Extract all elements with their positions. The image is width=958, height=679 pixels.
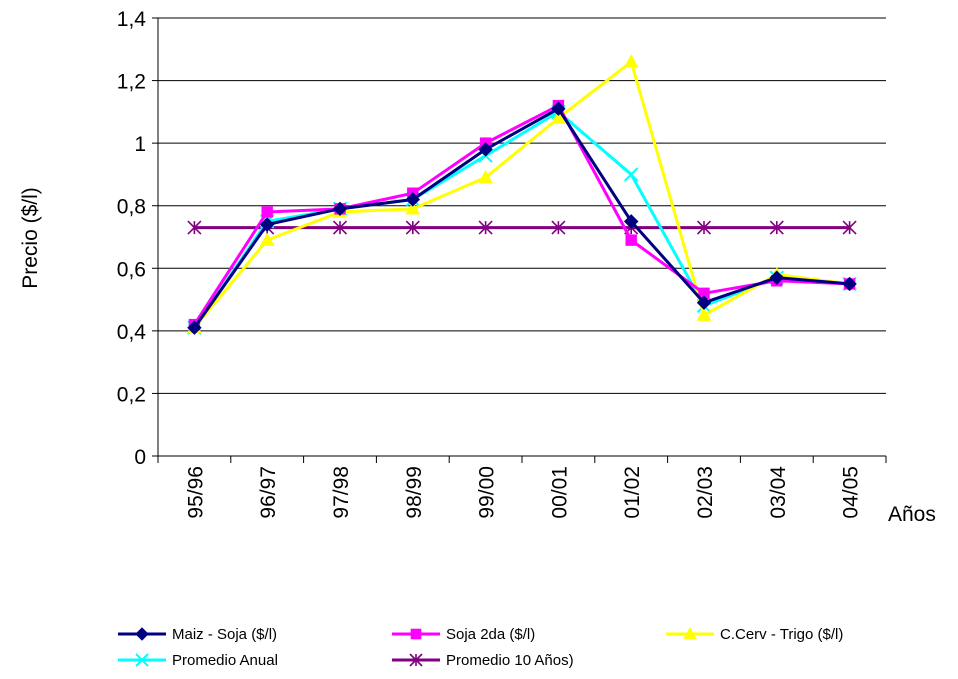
y-tick-label: 0,6 [117, 258, 146, 281]
data-point [478, 142, 493, 157]
data-point [623, 54, 639, 68]
x-tick-label: 99/00 [476, 466, 499, 519]
x-tick-label: 97/98 [330, 466, 353, 519]
y-tick-label: 0,2 [117, 383, 146, 406]
data-point [625, 234, 637, 246]
y-tick-label: 1,2 [117, 71, 146, 94]
series-0 [187, 101, 857, 335]
data-point [623, 214, 639, 229]
series-2 [187, 54, 857, 334]
data-point [187, 320, 202, 335]
x-tick-label: 00/01 [548, 466, 571, 519]
x-tick-label: 03/04 [767, 466, 790, 519]
x-tick-label: 98/99 [403, 466, 426, 519]
x-tick-label: 04/05 [840, 466, 863, 519]
data-point [187, 220, 202, 235]
data-point [623, 167, 639, 182]
data-point [259, 217, 275, 232]
data-point [696, 220, 712, 235]
data-point [842, 276, 857, 292]
x-axis-label: Años [888, 503, 936, 526]
axes [152, 17, 887, 463]
data-point [332, 220, 348, 235]
data-point [405, 201, 421, 215]
data-point [478, 220, 493, 235]
y-tick-label: 0 [134, 446, 146, 469]
series-group [187, 54, 857, 335]
data-point [259, 232, 275, 246]
data-point [551, 101, 566, 116]
data-point [769, 270, 785, 285]
data-point [405, 220, 420, 235]
data-point [551, 110, 566, 124]
data-point [478, 170, 493, 184]
data-point [842, 220, 857, 235]
x-tick-label: 01/02 [621, 466, 644, 519]
y-tick-labels: 0 0,2 0,4 0,6 0,8 1 1,2 1,4 [117, 8, 147, 469]
series-line [193, 104, 850, 326]
series-line [193, 60, 850, 329]
data-point [696, 307, 712, 321]
y-tick-label: 1 [134, 133, 146, 156]
data-point [551, 220, 566, 235]
series-line [193, 107, 850, 329]
x-tick-labels: 95/96 96/97 97/98 98/99 99/00 00/01 01/02 02/03… [184, 466, 862, 519]
data-point [405, 192, 421, 207]
x-tick-label: 95/96 [184, 466, 207, 519]
x-tick-label: 02/03 [694, 466, 717, 519]
y-tick-label: 0,8 [117, 196, 146, 219]
data-point [332, 201, 348, 217]
data-point [261, 206, 273, 218]
y-axis-label: Precio ($/l) [19, 187, 42, 289]
x-tick-label: 96/97 [257, 466, 280, 519]
grid-lines [158, 17, 886, 394]
y-tick-label: 0,4 [117, 321, 147, 344]
data-point [696, 295, 712, 310]
data-point [769, 220, 784, 235]
y-tick-label: 1,4 [117, 8, 147, 31]
